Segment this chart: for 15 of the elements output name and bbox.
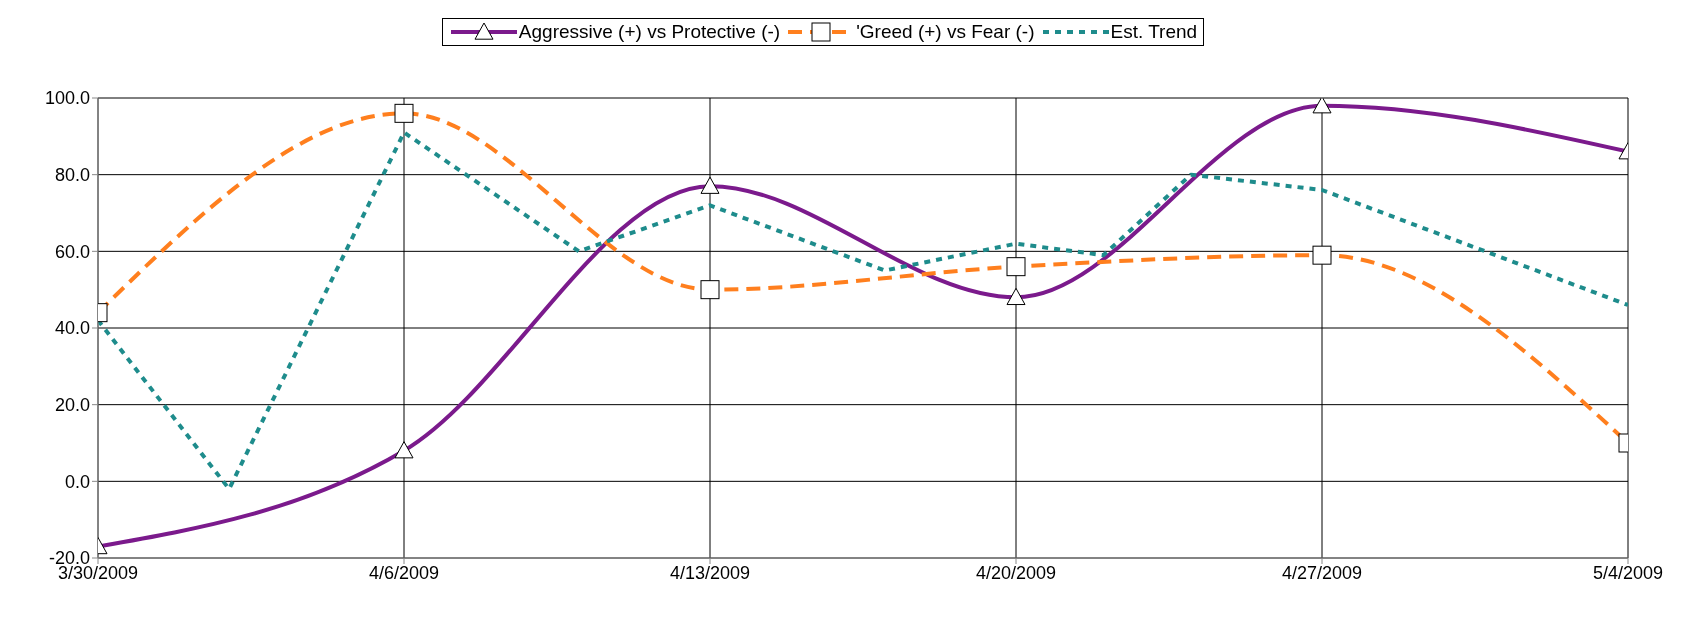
line-series	[98, 130, 1628, 491]
x-tick-label: 4/27/2009	[1281, 562, 1363, 583]
legend-label: Aggressive (+) vs Protective (-)	[518, 21, 781, 43]
y-tick-label: 80.0	[54, 165, 90, 186]
y-tick-label: 20.0	[54, 395, 90, 416]
y-tick-label: 40.0	[54, 318, 90, 339]
x-tick-label: 4/6/2009	[368, 562, 440, 583]
x-tick-label: 4/20/2009	[975, 562, 1057, 583]
legend-label: 'Greed (+) vs Fear (-)	[856, 21, 1035, 43]
x-tick-label: 4/13/2009	[669, 562, 751, 583]
y-tick-label: 60.0	[54, 241, 90, 262]
y-tick-label: 100.0	[44, 88, 90, 109]
y-tick-label: 0.0	[64, 471, 90, 492]
x-tick-label: 5/4/2009	[1592, 562, 1664, 583]
legend-label: Est. Trend	[1110, 21, 1198, 43]
